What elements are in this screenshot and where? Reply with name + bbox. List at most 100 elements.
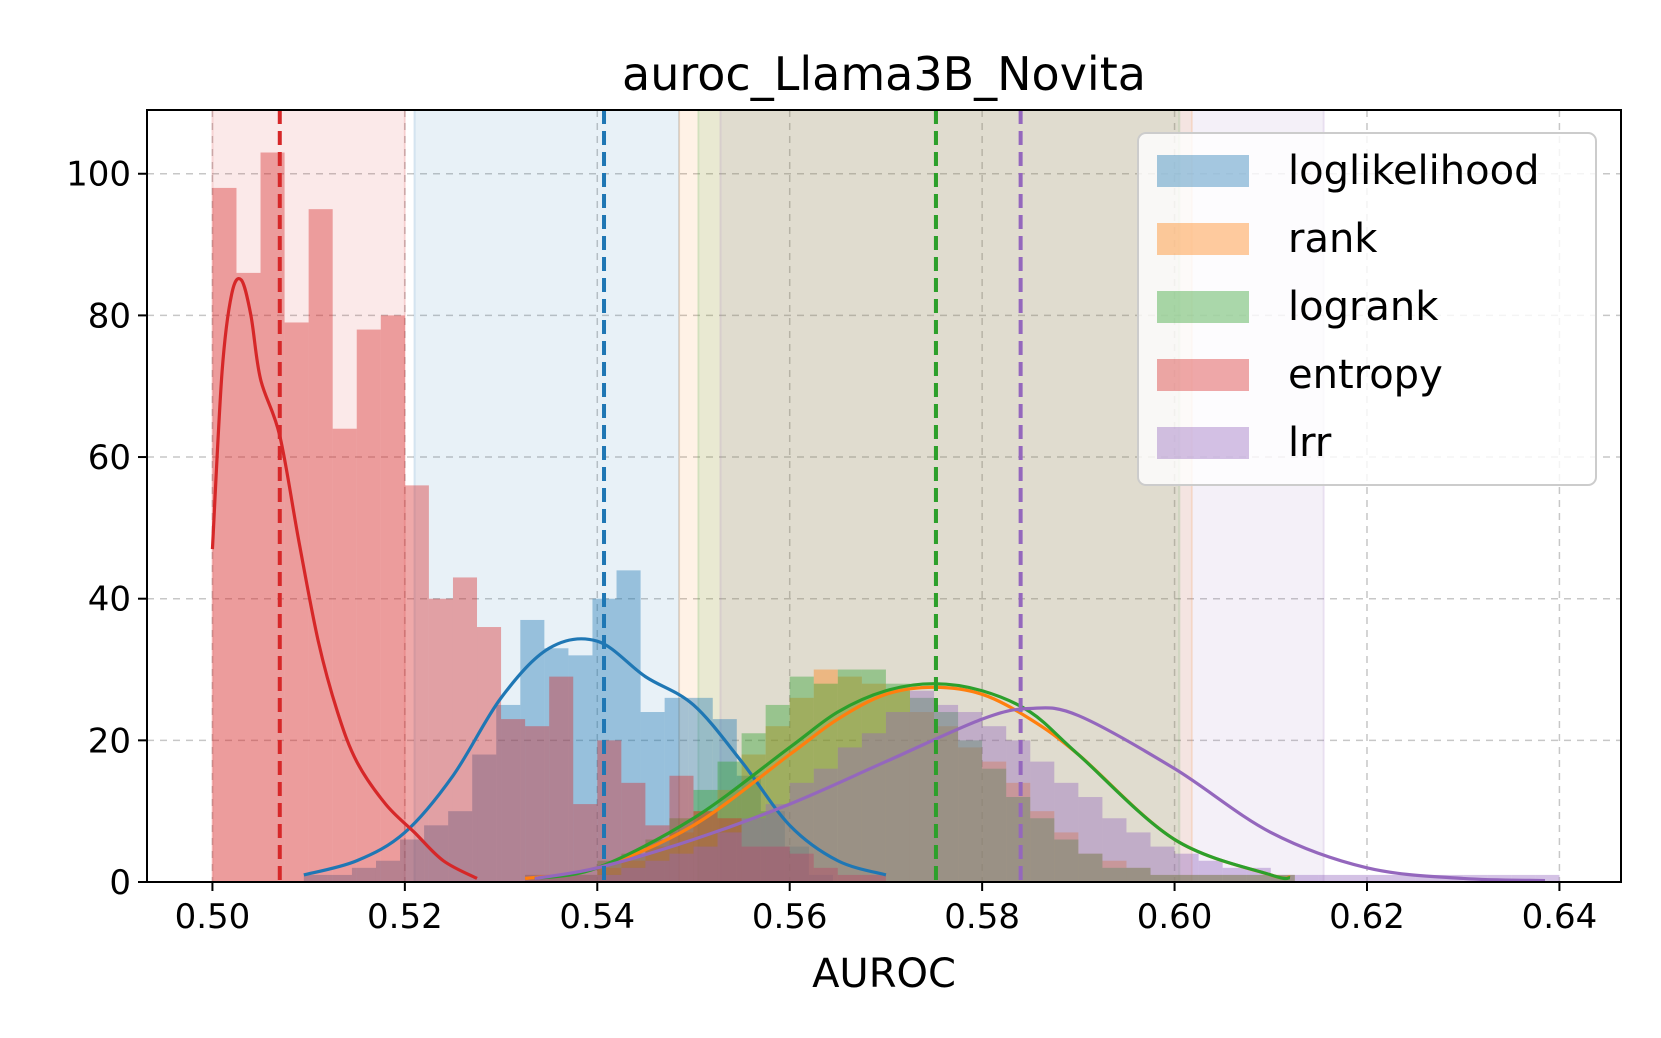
bar-rank-22 [1054,832,1079,882]
bar-entropy-7 [380,315,405,882]
x-tick-label-2: 0.54 [559,897,635,937]
bar-rank-26 [1150,874,1175,882]
legend-swatch-entropy [1157,359,1249,391]
x-tick-label-6: 0.62 [1329,897,1405,937]
axis-ticks: 0.50 0.52 0.54 0.56 0.58 0.60 0.62 0.64 0 20 40 60 8… [66,155,1597,937]
bar-rank-25 [1126,867,1151,882]
bar-lrr-21 [1030,761,1055,882]
bar-logrank-29 [1222,874,1247,882]
y-tick-label-0: 0 [109,863,131,903]
legend-label-rank: rank [1288,216,1378,262]
bar-rank-15 [885,690,910,882]
bar-logrank-30 [1246,874,1271,882]
bar-loglikelihood-20 [784,846,809,882]
bar-entropy-12 [501,719,526,882]
bar-rank-11 [789,697,814,882]
bar-lrr-26 [1150,846,1175,882]
bar-logrank-20 [1006,797,1031,882]
bar-lrr-16 [909,690,935,882]
bar-lrr-35 [1366,874,1392,882]
bar-lrr-3 [597,874,622,882]
bar-rank-20 [1006,782,1031,882]
bar-lrr-23 [1078,797,1103,882]
bar-entropy-4 [308,209,333,883]
bar-lrr-29 [1222,867,1247,882]
bar-lrr-27 [1174,853,1199,882]
bar-lrr-33 [1318,874,1343,882]
bar-entropy-3 [284,322,309,882]
bar-lrr-37 [1415,874,1440,882]
bar-loglikelihood-0 [303,874,328,882]
bar-lrr-14 [861,733,886,882]
bar-lrr-7 [693,846,718,882]
bar-logrank-8 [717,761,742,882]
legend-swatch-logrank [1157,291,1249,323]
bar-lrr-8 [717,832,742,882]
chart-title: auroc_Llama3B_Novita [622,47,1146,101]
bar-loglikelihood-10 [544,648,569,882]
y-tick-label-2: 40 [88,580,131,620]
bar-entropy-23 [765,846,790,882]
bar-logrank-26 [1150,874,1175,882]
kde-curve-lrr [534,706,1546,883]
bar-logrank-18 [958,740,983,882]
bar-entropy-6 [356,329,381,882]
bar-lrr-22 [1054,782,1079,882]
bar-lrr-10 [765,804,790,882]
bar-lrr-32 [1294,874,1319,882]
legend-entry-logrank: logrank [1157,284,1439,330]
y-tick-label-1: 20 [88,721,131,761]
legend-swatch-loglikelihood [1157,155,1249,187]
bar-entropy-11 [477,627,502,882]
bar-logrank-21 [1030,818,1055,882]
legend-swatch-lrr [1157,427,1249,459]
bar-logrank-14 [861,669,886,882]
bar-entropy-13 [525,726,550,882]
bar-rank-17 [934,726,959,882]
bar-loglikelihood-19 [760,811,785,882]
kde-curve-loglikelihood [303,637,887,877]
bar-lrr-41 [1511,874,1536,882]
bar-logrank-17 [934,712,959,882]
bar-logrank-11 [789,676,814,882]
bar-entropy-17 [621,782,646,882]
bar-lrr-4 [621,867,646,882]
bar-lrr-36 [1391,874,1416,882]
bar-lrr-18 [958,712,983,882]
bar-loglikelihood-3 [375,860,401,882]
bar-rank-28 [1198,874,1223,882]
legend-label-entropy: entropy [1288,352,1443,398]
x-tick-label-1: 0.52 [367,897,443,937]
mean-lines [277,110,1023,882]
bar-lrr-6 [669,853,694,882]
y-tick-label-4: 80 [88,296,131,336]
legend-entry-rank: rank [1157,216,1378,262]
bar-loglikelihood-1 [327,874,352,882]
bar-logrank-16 [909,697,935,882]
ci-band-loglikelihood [414,110,680,882]
bar-rank-30 [1246,874,1271,882]
bar-logrank-24 [1102,867,1127,882]
bar-logrank-10 [765,704,790,882]
bar-logrank-19 [982,768,1007,882]
kde-curve-entropy [210,276,478,880]
x-tick-label-7: 0.64 [1522,897,1598,937]
plot-area-frame [146,109,1622,883]
bar-lrr-34 [1342,874,1367,882]
bar-logrank-27 [1174,874,1199,882]
bar-lrr-13 [837,747,862,882]
bar-loglikelihood-4 [400,839,425,882]
bar-logrank-28 [1198,874,1223,882]
x-axis-label: AUROC [812,951,956,997]
legend-label-loglikelihood: loglikelihood [1288,148,1539,194]
bar-lrr-5 [645,860,670,882]
bar-lrr-25 [1126,832,1151,882]
bar-logrank-15 [885,683,910,882]
bar-lrr-19 [982,726,1007,882]
y-tick-label-3: 60 [88,438,131,478]
bar-entropy-24 [789,853,814,882]
bar-loglikelihood-13 [616,570,641,882]
x-tick-label-5: 0.60 [1137,897,1213,937]
x-tick-label-0: 0.50 [175,897,251,937]
bar-rank-23 [1078,853,1103,882]
